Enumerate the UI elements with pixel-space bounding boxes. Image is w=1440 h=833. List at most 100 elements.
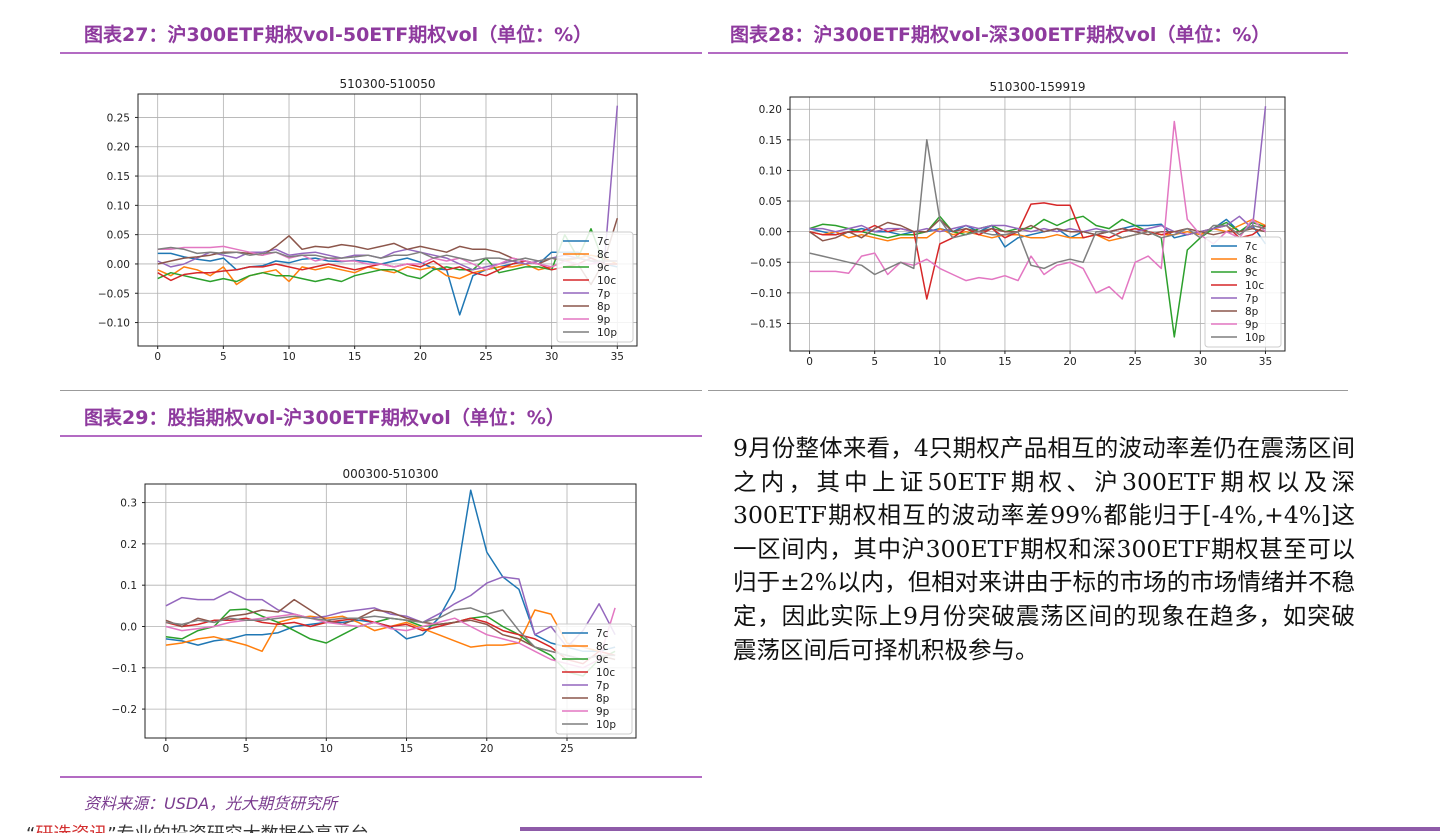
y-tick-label: 0.00: [759, 227, 782, 239]
chart-title: 510300-510050: [340, 77, 436, 91]
series-line-7p: [809, 106, 1267, 236]
x-tick-label: 25: [1129, 356, 1142, 368]
series-line-9p: [157, 245, 618, 271]
footer-highlight: 研选资讯: [35, 824, 107, 833]
chart-27: 510300-510050 0 5 10 15 20 25 30 35 −0.10 −0.05 0.0…: [80, 72, 650, 372]
x-tick-label: 15: [400, 743, 413, 755]
legend-label-9p: 9p: [1245, 319, 1259, 331]
y-tick-label: 0.05: [759, 196, 782, 208]
analysis-paragraph: 9月份整体来看，4只期权产品相互的波动率差仍在震荡区间之内，其中上证50ETF期…: [733, 434, 1355, 664]
legend-label-7c: 7c: [597, 236, 610, 248]
figure-29-caption: 图表29：股指期权vol-沪300ETF期权vol（单位：%）: [84, 407, 565, 429]
series-line-8p: [809, 218, 1266, 242]
legend-label-9c: 9c: [596, 654, 609, 666]
x-tick-label: 25: [479, 351, 492, 363]
chart-title: 510300-159919: [990, 80, 1086, 94]
x-tick-label: 0: [163, 743, 170, 755]
legend-label-9p: 9p: [597, 314, 611, 326]
y-tick-label: 0.05: [107, 230, 130, 242]
legend-box: [1204, 236, 1282, 348]
chart-27-svg: 510300-510050 0 5 10 15 20 25 30 35 −0.10 −0.05 0.0…: [98, 77, 638, 363]
legend-label-8c: 8c: [596, 641, 609, 653]
x-tick-label: 5: [220, 351, 227, 363]
series-line-9p: [809, 120, 1267, 300]
legend-label-10p: 10p: [596, 719, 616, 731]
y-tick-label: 0.00: [107, 259, 130, 271]
legend-label-9c: 9c: [597, 262, 610, 274]
footer-rest: ”专业的投资研究大数据分享平台: [107, 824, 368, 833]
y-tick-label: −0.15: [750, 318, 782, 330]
y-tick-label: 0.3: [120, 498, 137, 510]
series-line-7c: [157, 251, 618, 316]
series-line-10p: [157, 246, 618, 262]
x-tick-label: 30: [545, 351, 558, 363]
caption-rule-29: [60, 435, 702, 437]
y-tick-label: 0.20: [107, 142, 130, 154]
y-tick-label: 0.10: [107, 200, 130, 212]
y-tick-label: −0.05: [750, 257, 782, 269]
caption-rule-27: [60, 52, 702, 54]
footer-text: “研选资讯”专业的投资研究大数据分享平台: [26, 820, 369, 833]
x-tick-label: 15: [348, 351, 361, 363]
y-tick-label: 0.15: [759, 135, 782, 147]
series-line-8c: [165, 609, 616, 657]
y-tick-label: −0.2: [112, 704, 138, 716]
x-tick-label: 25: [560, 743, 573, 755]
plot-frame: [144, 483, 637, 739]
y-tick-label: 0.10: [759, 165, 782, 177]
y-tick-label: −0.10: [750, 288, 782, 300]
legend-label-10p: 10p: [597, 327, 617, 339]
caption-rule-28: [708, 52, 1348, 54]
legend-label-8p: 8p: [1245, 306, 1259, 318]
legend-label-7p: 7p: [1245, 293, 1259, 305]
legend-label-7c: 7c: [1245, 241, 1258, 253]
legend-label-10p: 10p: [1245, 332, 1265, 344]
legend-label-7p: 7p: [597, 288, 611, 300]
x-tick-label: 10: [933, 356, 946, 368]
section-divider-left: [60, 390, 702, 391]
legend-label-8c: 8c: [597, 249, 610, 261]
y-tick-label: 0.15: [107, 171, 130, 183]
y-tick-label: 0.20: [759, 104, 782, 116]
chart-29-svg: 000300-510300 0 5 10 15 20 25 −0.2 −0.1 0.0 0.1 0.2…: [112, 467, 637, 755]
section-divider-right: [708, 390, 1348, 391]
series-line-7p: [165, 576, 616, 648]
series-line-8p: [157, 217, 619, 286]
x-tick-label: 10: [282, 351, 295, 363]
x-tick-label: 20: [1063, 356, 1076, 368]
series-line-10p: [165, 607, 616, 661]
x-tick-label: 5: [243, 743, 250, 755]
footer-bar: [520, 827, 1440, 831]
x-tick-label: 35: [611, 351, 624, 363]
chart-title: 000300-510300: [343, 467, 439, 481]
x-tick-label: 0: [806, 356, 813, 368]
legend-box: [555, 623, 633, 735]
chart-28: 510300-159919 0 5 10 15 20 25 30 35 −0.15 −0.10 −0.…: [735, 75, 1295, 375]
footer-banner: “研选资讯”专业的投资研究大数据分享平台: [0, 820, 1440, 833]
x-tick-label: 30: [1194, 356, 1207, 368]
legend-label-8p: 8p: [597, 301, 611, 313]
legend-label-9c: 9c: [1245, 267, 1258, 279]
source-rule: [60, 776, 702, 778]
figure-27-caption: 图表27：沪300ETF期权vol-50ETF期权vol（单位：%）: [84, 24, 593, 46]
legend-label-10c: 10c: [596, 667, 615, 679]
legend-label-7p: 7p: [596, 680, 610, 692]
x-tick-label: 15: [998, 356, 1011, 368]
source-note: 资料来源：USDA，光大期货研究所: [84, 794, 338, 813]
x-tick-label: 10: [320, 743, 333, 755]
legend-label-8p: 8p: [596, 693, 610, 705]
y-tick-label: 0.2: [120, 539, 137, 551]
x-tick-label: 5: [871, 356, 878, 368]
series-line-9p: [165, 607, 616, 669]
plot-frame: [137, 93, 638, 347]
x-tick-label: 20: [414, 351, 427, 363]
figure-28-caption: 图表28：沪300ETF期权vol-深300ETF期权vol（单位：%）: [730, 24, 1271, 46]
x-tick-label: 0: [154, 351, 161, 363]
series-line-10c: [809, 202, 1266, 300]
legend-label-8c: 8c: [1245, 254, 1258, 266]
legend-label-7c: 7c: [596, 628, 609, 640]
legend-label-9p: 9p: [596, 706, 610, 718]
y-tick-label: −0.05: [98, 288, 130, 300]
x-tick-label: 35: [1259, 356, 1272, 368]
series-line-8c: [809, 218, 1266, 242]
